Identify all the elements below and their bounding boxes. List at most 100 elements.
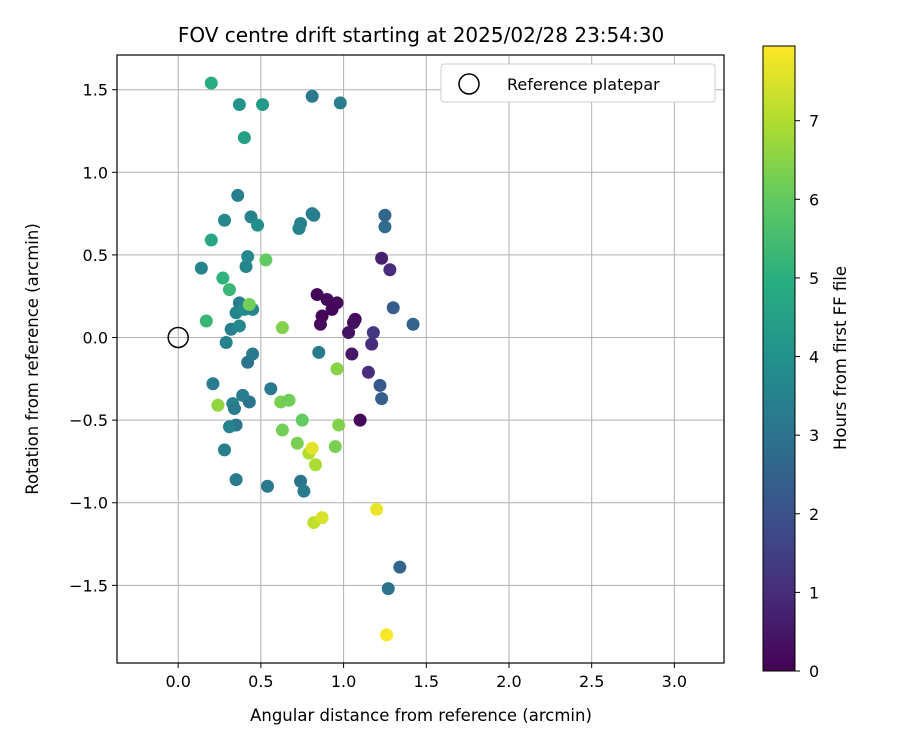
- x-tick-label: 3.0: [662, 672, 687, 691]
- colorbar-tick-label: 7: [809, 112, 819, 131]
- data-point: [275, 423, 289, 437]
- data-point: [242, 297, 256, 311]
- plot-frame: [116, 54, 725, 664]
- data-point: [378, 208, 392, 222]
- data-point: [366, 326, 380, 340]
- colorbar-tick-label: 5: [809, 269, 819, 288]
- data-point: [315, 511, 329, 525]
- data-point: [294, 474, 308, 488]
- data-point: [239, 259, 253, 273]
- data-point: [275, 321, 289, 335]
- data-point: [199, 314, 213, 328]
- legend-reference-marker: [458, 73, 480, 95]
- data-point: [320, 293, 334, 307]
- x-axis-label: Angular distance from reference (arcmin): [250, 706, 592, 725]
- data-point: [222, 283, 236, 297]
- data-point: [307, 208, 321, 222]
- data-point: [236, 388, 250, 402]
- data-point: [232, 98, 246, 112]
- x-tick-label: 0.5: [248, 672, 273, 691]
- data-point: [227, 402, 241, 416]
- data-point: [206, 377, 220, 391]
- data-point: [378, 220, 392, 234]
- data-point: [361, 365, 375, 379]
- data-point: [219, 335, 233, 349]
- data-point: [330, 362, 344, 376]
- data-point: [305, 89, 319, 103]
- data-point: [232, 319, 246, 333]
- data-point: [211, 398, 225, 412]
- reference-platepar-marker: [167, 326, 189, 349]
- data-point: [204, 76, 218, 90]
- y-axis-ticks: −1.5 −1.0 −0.5 0.0 0.5 1.0 1.5: [69, 81, 117, 595]
- data-point: [386, 301, 400, 315]
- y-tick-label: 0.5: [83, 246, 108, 265]
- grid: [117, 55, 724, 663]
- data-point: [342, 326, 356, 340]
- x-tick-label: 2.5: [579, 672, 604, 691]
- x-axis-ticks: 0.0 0.5 1.0 1.5 2.0 2.5 3.0: [165, 663, 687, 691]
- data-point: [393, 560, 407, 574]
- y-tick-label: −1.0: [69, 494, 108, 513]
- data-point: [345, 347, 359, 361]
- data-point: [406, 317, 420, 331]
- data-point: [313, 317, 327, 331]
- chart-title: FOV centre drift starting at 2025/02/28 …: [178, 23, 664, 47]
- data-point: [292, 221, 306, 235]
- data-point: [237, 131, 251, 145]
- colorbar-tick-label: 2: [809, 505, 819, 524]
- data-point: [308, 458, 322, 472]
- y-tick-label: 1.0: [83, 163, 108, 182]
- colorbar-gradient: [762, 45, 796, 672]
- x-tick-label: 1.5: [414, 672, 439, 691]
- data-point: [297, 484, 311, 498]
- data-point: [381, 582, 395, 596]
- data-point: [365, 337, 379, 351]
- data-point: [375, 251, 389, 265]
- data-point: [218, 213, 232, 227]
- data-point: [241, 250, 255, 264]
- data-point: [218, 443, 232, 457]
- x-tick-label: 1.0: [331, 672, 356, 691]
- y-tick-label: −0.5: [69, 411, 108, 430]
- data-point: [295, 413, 309, 427]
- y-tick-label: 1.5: [83, 81, 108, 100]
- data-point: [325, 302, 339, 316]
- colorbar-tick-label: 1: [809, 583, 819, 602]
- data-point: [312, 345, 326, 359]
- data-point: [290, 436, 304, 450]
- data-point: [194, 261, 208, 275]
- data-point: [380, 628, 394, 642]
- data-point: [370, 502, 384, 516]
- colorbar-tick-label: 0: [809, 662, 819, 681]
- data-point: [328, 440, 342, 454]
- data-point: [333, 96, 347, 110]
- data-point: [259, 253, 273, 267]
- colorbar-tick-label: 4: [809, 348, 819, 367]
- data-point: [373, 378, 387, 392]
- data-point: [375, 392, 389, 406]
- colorbar-label: Hours from first FF file: [831, 266, 850, 450]
- x-tick-label: 2.0: [496, 672, 521, 691]
- data-point: [332, 418, 346, 432]
- y-tick-label: 0.0: [83, 329, 108, 348]
- data-point: [383, 263, 397, 277]
- data-point: [282, 393, 296, 407]
- data-point: [353, 413, 367, 427]
- data-point: [204, 233, 218, 247]
- colorbar-tick-label: 3: [809, 426, 819, 445]
- x-tick-label: 0.0: [165, 672, 190, 691]
- colorbar: 0 1 2 3 4 5 6 7 Hours from first FF file: [762, 45, 850, 681]
- data-point: [231, 188, 245, 202]
- colorbar-tick-label: 6: [809, 190, 819, 209]
- data-point: [256, 98, 270, 112]
- data-point: [229, 473, 243, 487]
- legend: Reference platepar: [440, 63, 716, 103]
- data-point: [246, 347, 260, 361]
- data-point: [347, 316, 361, 330]
- data-point: [264, 382, 278, 396]
- data-point: [251, 218, 265, 232]
- data-point: [261, 479, 275, 493]
- legend-entry-reference-platepar: Reference platepar: [507, 75, 660, 94]
- y-axis-label: Rotation from reference (arcmin): [23, 223, 42, 495]
